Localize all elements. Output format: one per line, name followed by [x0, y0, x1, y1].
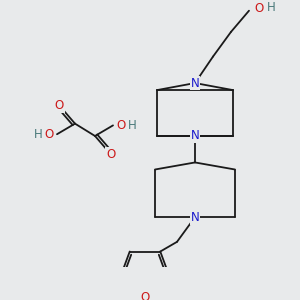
Text: O: O [254, 2, 264, 15]
Text: N: N [190, 76, 200, 89]
Text: H: H [267, 1, 275, 14]
Text: H: H [34, 128, 42, 141]
Text: O: O [106, 148, 116, 161]
Text: O: O [140, 291, 150, 300]
Text: H: H [128, 119, 136, 132]
Text: O: O [116, 119, 126, 132]
Text: O: O [54, 99, 64, 112]
Text: N: N [190, 211, 200, 224]
Text: O: O [44, 128, 54, 141]
Text: N: N [190, 130, 200, 142]
